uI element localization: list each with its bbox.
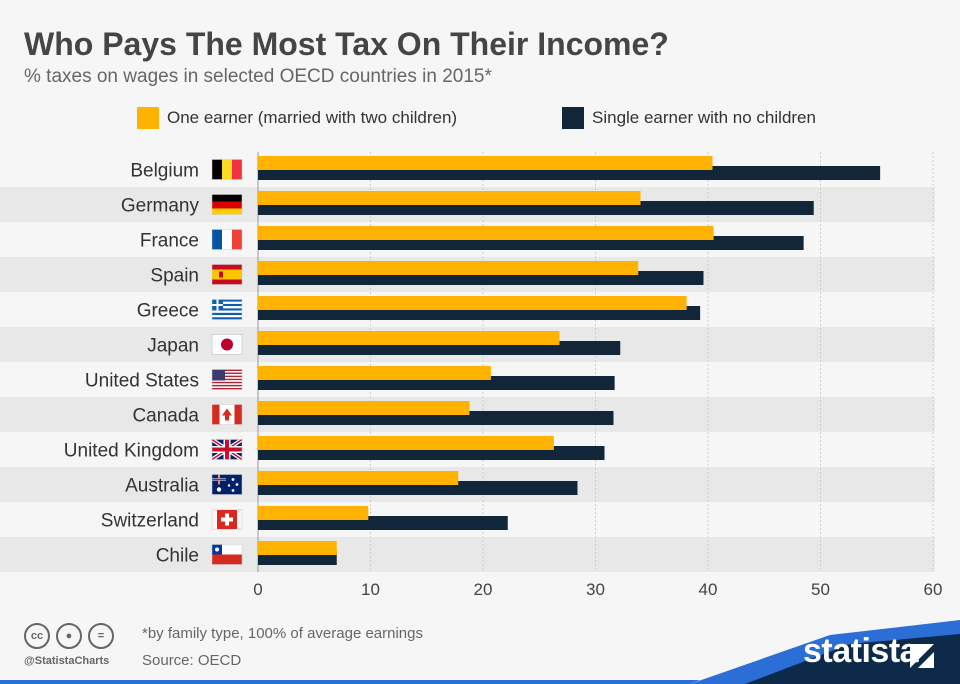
flag-spain-icon bbox=[211, 264, 243, 285]
country-label: Switzerland bbox=[101, 511, 199, 532]
creative-commons-icon: cc bbox=[24, 623, 50, 649]
bar-one-earner bbox=[258, 401, 470, 415]
country-label: Chile bbox=[156, 546, 199, 567]
bar-one-earner bbox=[258, 296, 687, 310]
banner-bottom-line bbox=[0, 680, 700, 684]
chart-subtitle: % taxes on wages in selected OECD countr… bbox=[24, 66, 492, 87]
country-label: United Kingdom bbox=[64, 441, 199, 462]
bar-one-earner bbox=[258, 191, 641, 205]
flag-germany-icon bbox=[211, 194, 243, 215]
flag-japan-icon bbox=[211, 334, 243, 355]
legend-swatch-one-earner bbox=[137, 107, 159, 129]
footnote: *by family type, 100% of average earning… bbox=[142, 625, 423, 642]
bar-one-earner bbox=[258, 541, 337, 555]
x-tick-label: 40 bbox=[699, 580, 718, 599]
bar-one-earner bbox=[258, 471, 459, 485]
bar-one-earner bbox=[258, 436, 554, 450]
x-tick-label: 30 bbox=[586, 580, 605, 599]
country-label: Spain bbox=[150, 266, 199, 287]
flag-france-icon bbox=[211, 229, 243, 250]
statista-mark-slash bbox=[910, 644, 934, 668]
flag-uk-icon bbox=[210, 437, 244, 462]
flag-usa-icon bbox=[211, 369, 243, 390]
legend-swatch-single-earner bbox=[562, 107, 584, 129]
flag-greece-icon bbox=[211, 299, 243, 320]
source-note: Source: OECD bbox=[142, 652, 242, 669]
x-tick-label: 60 bbox=[924, 580, 943, 599]
flag-canada-icon bbox=[211, 404, 243, 425]
legend-item-single-earner: Single earner with no children bbox=[562, 106, 816, 130]
bar-one-earner bbox=[258, 331, 560, 345]
country-label: Japan bbox=[147, 336, 199, 357]
country-label: France bbox=[140, 231, 199, 252]
flag-chile-icon bbox=[211, 544, 243, 565]
chart-title: Who Pays The Most Tax On Their Income? bbox=[24, 26, 669, 62]
flag-switzerland-icon bbox=[211, 509, 243, 530]
bar-one-earner bbox=[258, 506, 369, 520]
legend-label-single-earner: Single earner with no children bbox=[592, 108, 816, 127]
x-tick-label: 10 bbox=[361, 580, 380, 599]
attribution-icon: ● bbox=[56, 623, 82, 649]
bar-one-earner bbox=[258, 156, 713, 170]
bar-one-earner bbox=[258, 366, 491, 380]
legend-label-one-earner: One earner (married with two children) bbox=[167, 108, 458, 127]
flag-australia-icon bbox=[211, 474, 243, 495]
x-tick-label: 0 bbox=[253, 580, 262, 599]
no-derivatives-icon: = bbox=[88, 623, 114, 649]
statista-logo[interactable]: statista bbox=[803, 632, 919, 670]
country-label: United States bbox=[85, 371, 199, 392]
row-band bbox=[0, 537, 935, 572]
country-label: Australia bbox=[125, 476, 199, 497]
flag-belgium-icon bbox=[211, 159, 243, 180]
country-label: Greece bbox=[137, 301, 199, 322]
twitter-handle[interactable]: @StatistaCharts bbox=[24, 655, 110, 667]
bar-one-earner bbox=[258, 226, 714, 240]
banner bbox=[745, 634, 960, 684]
license-icons: cc ● = bbox=[24, 623, 114, 649]
country-label: Canada bbox=[132, 406, 199, 427]
legend-item-one-earner: One earner (married with two children) bbox=[137, 106, 457, 130]
country-label: Germany bbox=[121, 196, 200, 217]
bar-one-earner bbox=[258, 261, 639, 275]
x-tick-label: 50 bbox=[811, 580, 830, 599]
x-tick-label: 20 bbox=[474, 580, 493, 599]
country-label: Belgium bbox=[130, 161, 199, 182]
